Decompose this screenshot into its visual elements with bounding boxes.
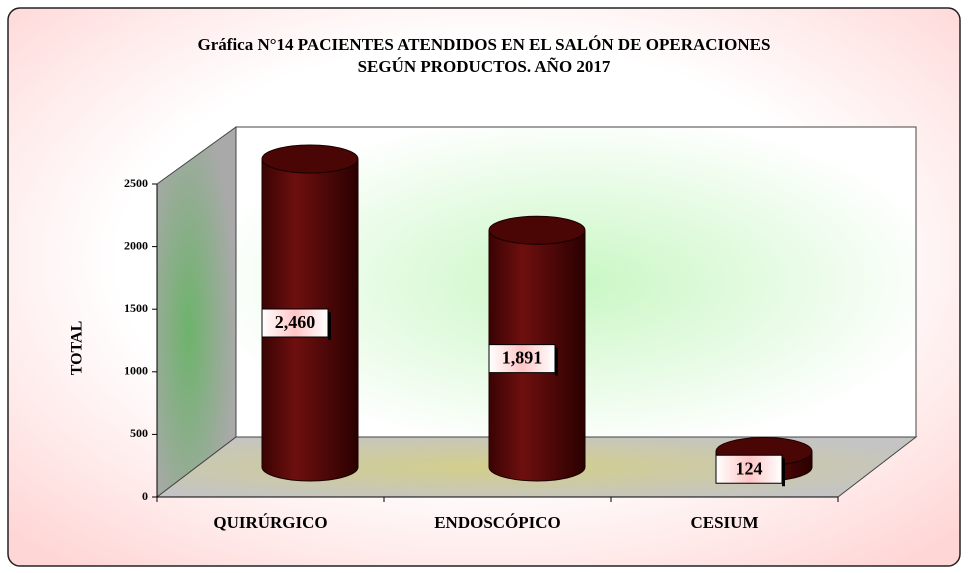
value-label: 1,891	[502, 348, 543, 368]
value-label: 124	[736, 458, 763, 478]
bar-top	[488, 215, 586, 245]
bar-top	[261, 144, 359, 174]
value-label-box	[715, 454, 783, 484]
value-label: 2,460	[275, 312, 316, 332]
y-axis-label: TOTAL	[69, 321, 86, 376]
value-label-shadow	[555, 347, 558, 376]
x-tick-label: ENDOSCÓPICO	[434, 513, 561, 532]
value-label-box	[488, 344, 556, 374]
y-tick-label: 2500	[124, 176, 148, 190]
side-wall	[156, 126, 237, 499]
chart-title: Gráfica N°14 PACIENTES ATENDIDOS EN EL S…	[198, 35, 771, 54]
x-tick-label: CESIUM	[690, 513, 758, 532]
y-tick-label: 0	[142, 489, 148, 503]
y-tick-label: 1000	[124, 364, 148, 378]
chart-title: SEGÚN PRODUCTOS. AÑO 2017	[358, 57, 611, 76]
y-tick-label: 500	[130, 426, 148, 440]
value-label-shadow	[782, 458, 785, 487]
y-tick-label: 1500	[124, 301, 148, 315]
value-label-shadow	[328, 312, 331, 341]
y-tick-label: 2000	[124, 238, 148, 252]
x-tick-label: QUIRÚRGICO	[213, 513, 327, 532]
value-label-box	[261, 308, 329, 338]
